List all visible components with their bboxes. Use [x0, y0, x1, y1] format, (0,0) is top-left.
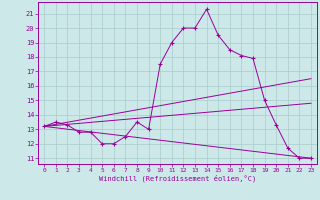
- X-axis label: Windchill (Refroidissement éolien,°C): Windchill (Refroidissement éolien,°C): [99, 175, 256, 182]
